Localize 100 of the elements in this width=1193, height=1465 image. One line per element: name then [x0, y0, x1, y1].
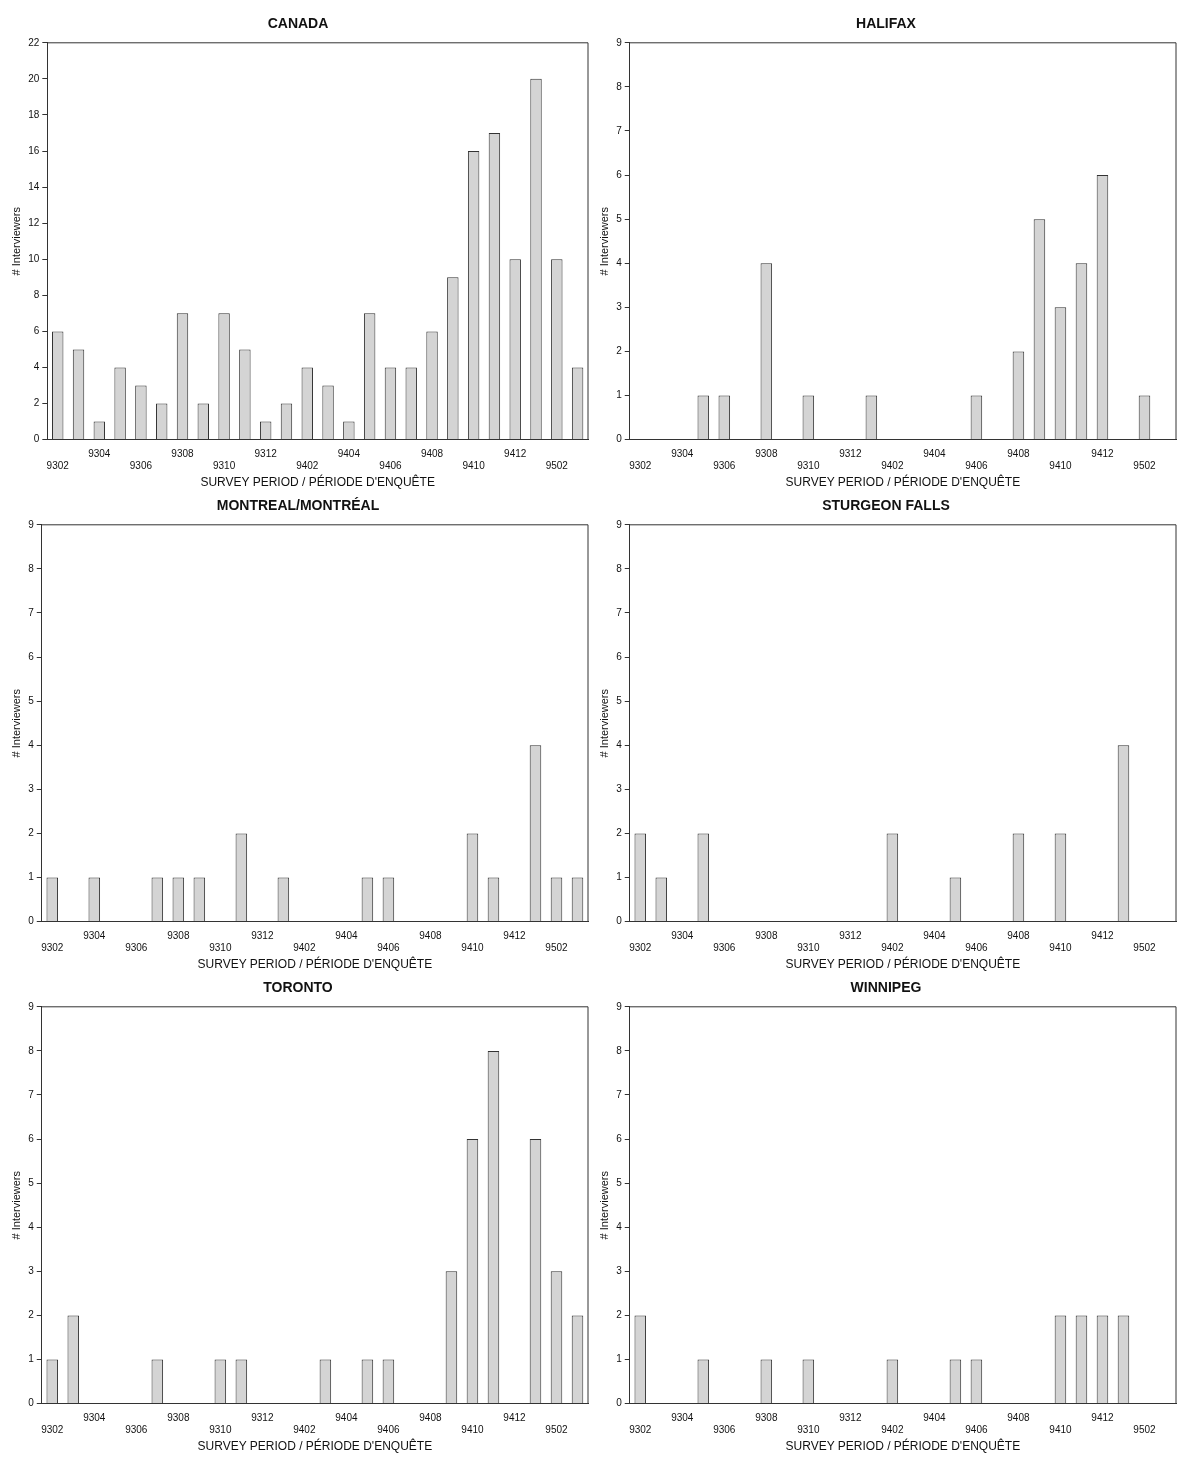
x-tick-label: 9406: [377, 1424, 400, 1436]
x-tick-label: 9412: [503, 930, 527, 942]
x-tick-label: 9412: [503, 1412, 527, 1424]
x-tick-label: 9306: [713, 1424, 736, 1436]
x-tick-label: 9310: [797, 1424, 820, 1436]
x-tick-label: 9310: [797, 942, 820, 954]
y-tick-label: 2: [616, 827, 623, 839]
y-tick-label: 1: [616, 1353, 623, 1365]
x-tick-label: 9402: [293, 942, 316, 954]
x-tick-label: 9404: [337, 448, 361, 460]
x-tick-label: 9404: [923, 448, 946, 460]
y-tick-label: 8: [33, 289, 40, 301]
x-tick-label: 9408: [1007, 930, 1030, 942]
x-tick-label: 9404: [923, 930, 946, 942]
x-axis-title: SURVEY PERIOD / PÉRIODE D'ENQUÊTE: [197, 956, 433, 972]
x-tick-label: 9310: [209, 1424, 232, 1436]
y-tick-label: 1: [28, 1353, 35, 1365]
y-tick-label: 0: [28, 915, 35, 927]
y-tick-label: 9: [28, 1000, 35, 1012]
y-tick-label: 3: [28, 1265, 35, 1277]
y-axis-title: # Interviewers: [597, 688, 610, 758]
y-tick-label: 8: [616, 562, 623, 574]
x-tick-label: 9406: [377, 942, 400, 954]
y-tick-label: 0: [616, 915, 623, 927]
y-tick-label: 8: [616, 80, 623, 92]
x-tick-label: 9302: [629, 460, 652, 472]
y-tick-label: 7: [616, 124, 623, 136]
x-tick-label: 9402: [881, 1424, 904, 1436]
y-axis-title: # Interviewers: [9, 1170, 22, 1240]
x-tick-label: 9402: [293, 1424, 316, 1436]
x-tick-label: 9410: [461, 1424, 485, 1436]
x-tick-label: 9402: [881, 460, 904, 472]
x-tick-label: 9410: [1049, 460, 1073, 472]
y-tick-label: 5: [28, 694, 35, 706]
y-tick-label: 5: [616, 1176, 623, 1188]
y-tick-label: 9: [616, 518, 623, 530]
y-tick-label: 3: [616, 301, 623, 313]
x-tick-label: 9310: [209, 942, 232, 954]
y-tick-label: 7: [28, 606, 35, 618]
x-tick-label: 9312: [839, 448, 862, 460]
x-tick-label: 9408: [1007, 448, 1030, 460]
x-tick-label: 9306: [125, 942, 148, 954]
x-tick-label: 9410: [1049, 942, 1073, 954]
y-tick-label: 3: [616, 783, 623, 795]
x-tick-label: 9312: [839, 1412, 862, 1424]
y-tick-label: 8: [28, 1044, 35, 1056]
x-tick-label: 9404: [335, 1412, 358, 1424]
y-tick-label: 8: [616, 1044, 623, 1056]
y-tick-label: 3: [616, 1265, 623, 1277]
x-tick-label: 9402: [296, 460, 319, 472]
y-tick-label: 0: [33, 433, 40, 445]
x-tick-label: 9310: [212, 460, 236, 472]
y-tick-label: 4: [616, 1220, 623, 1232]
y-tick-label: 1: [28, 871, 35, 883]
x-tick-label: 9406: [965, 460, 988, 472]
x-tick-label: 9406: [965, 1424, 988, 1436]
y-tick-label: 3: [28, 783, 35, 795]
x-tick-label: 9312: [251, 930, 274, 942]
y-tick-label: 7: [616, 606, 623, 618]
x-tick-label: 9412: [504, 448, 527, 460]
y-tick-label: 22: [28, 36, 40, 48]
x-tick-label: 9308: [755, 448, 778, 460]
x-tick-label: 9412: [1091, 930, 1115, 942]
x-tick-label: 9408: [1007, 1412, 1030, 1424]
y-tick-label: 7: [28, 1088, 35, 1100]
y-tick-label: 4: [28, 738, 35, 750]
x-tick-label: 9402: [881, 942, 904, 954]
x-tick-label: 9302: [46, 460, 70, 472]
x-tick-label: 9306: [125, 1424, 148, 1436]
y-tick-label: 0: [616, 1397, 623, 1409]
x-tick-label: 9404: [335, 930, 358, 942]
x-tick-label: 9408: [419, 930, 442, 942]
y-tick-label: 6: [33, 325, 40, 337]
y-tick-label: 1: [616, 389, 623, 401]
y-tick-label: 1: [616, 871, 623, 883]
y-axis-title: # Interviewers: [597, 206, 610, 276]
x-tick-label: 9302: [41, 1424, 64, 1436]
x-tick-label: 9502: [545, 942, 569, 954]
x-axis-title: SURVEY PERIOD / PÉRIODE D'ENQUÊTE: [785, 1438, 1021, 1454]
x-tick-label: 9312: [251, 1412, 274, 1424]
x-tick-label: 9306: [713, 942, 736, 954]
y-tick-label: 18: [28, 108, 40, 120]
chart-title: CANADA: [267, 15, 329, 32]
y-tick-label: 6: [616, 1132, 623, 1144]
chart-title: STURGEON FALLS: [822, 497, 950, 514]
x-tick-label: 9304: [671, 448, 694, 460]
x-tick-label: 9310: [797, 460, 820, 472]
chart-title: TORONTO: [263, 979, 333, 996]
x-tick-label: 9410: [1049, 1424, 1073, 1436]
y-tick-label: 6: [28, 1132, 35, 1144]
y-tick-label: 9: [616, 36, 623, 48]
x-tick-label: 9408: [420, 448, 444, 460]
x-tick-label: 9410: [461, 942, 485, 954]
x-tick-label: 9304: [671, 930, 694, 942]
y-tick-label: 6: [616, 650, 623, 662]
x-tick-label: 9308: [167, 1412, 190, 1424]
x-tick-label: 9410: [462, 460, 486, 472]
x-tick-label: 9502: [545, 460, 569, 472]
y-tick-label: 20: [28, 72, 40, 84]
y-tick-label: 0: [28, 1397, 35, 1409]
